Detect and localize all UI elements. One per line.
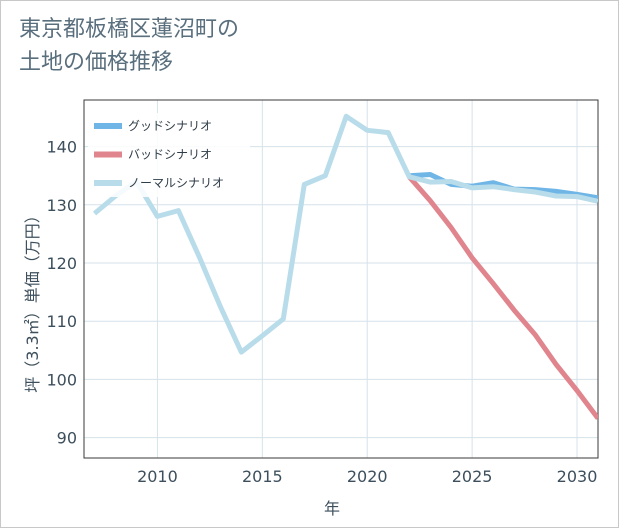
- y-tick-label: 110: [46, 312, 77, 331]
- series-line: [92, 113, 598, 355]
- y-tick-label: 130: [46, 196, 77, 215]
- series-lines: [92, 113, 598, 420]
- x-tick-label: 2010: [137, 467, 178, 486]
- x-axis-label: 年: [324, 499, 340, 518]
- plot-area-border: [83, 99, 599, 459]
- y-tick-label: 140: [46, 138, 77, 157]
- grid-lines: [84, 100, 598, 458]
- y-tick-label: 120: [46, 254, 77, 273]
- y-tick-labels: 90 100 110 120 130 140: [46, 138, 77, 448]
- y-axis-label: 坪（3.3㎡）単価（万円）: [23, 207, 42, 392]
- chart-title: 東京都板橋区蓮沼町の 土地の価格推移: [19, 17, 240, 75]
- legend-label[interactable]: バッドシナリオ: [128, 148, 212, 162]
- legend-label[interactable]: ノーマルシナリオ: [128, 176, 224, 190]
- x-tick-label: 2015: [242, 467, 283, 486]
- plot-border: [83, 99, 599, 459]
- series-line: [407, 175, 598, 420]
- x-tick-label: 2020: [347, 467, 388, 486]
- y-tick-label: 100: [46, 370, 77, 389]
- x-tick-label: 2025: [452, 467, 493, 486]
- y-tick-label: 90: [57, 429, 77, 448]
- x-tick-labels: 2010 2015 2020 2025 2030: [137, 467, 597, 486]
- x-tick-label: 2030: [557, 467, 598, 486]
- legend-label[interactable]: グッドシナリオ: [128, 119, 212, 133]
